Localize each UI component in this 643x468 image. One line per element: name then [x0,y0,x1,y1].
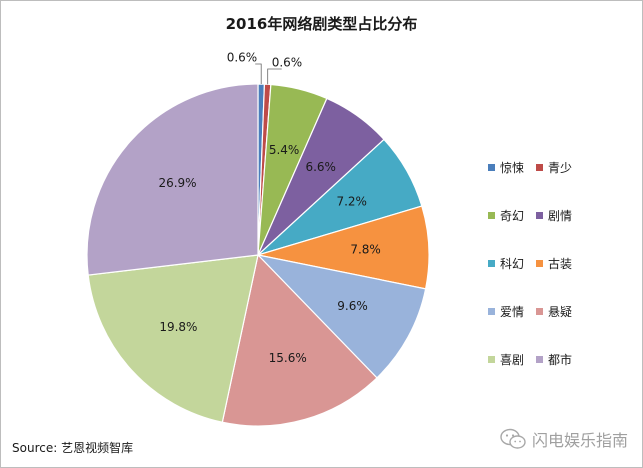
wechat-icon [500,428,526,449]
legend-item-6: 古装 [536,255,572,272]
leader-line-2 [267,68,282,85]
legend-item-2: 青少 [536,159,572,176]
data-label-9: 19.8% [159,320,197,334]
pie-slice-9 [87,254,259,423]
legend-swatch [536,212,543,219]
data-label-1: 0.6% [227,51,258,65]
legend-label: 科幻 [500,257,525,271]
pie-slice-10 [86,83,259,276]
legend-label: 剧情 [548,209,573,223]
legend-item-4: 剧情 [536,207,572,224]
chart-title: 2016年网络剧类型占比分布 [225,15,418,33]
legend-swatch [536,164,543,171]
legend-item-3: 奇幻 [488,207,524,224]
legend-label: 爱情 [500,305,525,319]
legend-label: 悬疑 [548,305,573,319]
data-label-5: 7.2% [336,194,367,208]
legend-swatch [536,308,543,315]
legend-label: 青少 [548,161,573,175]
data-label-4: 6.6% [305,160,336,174]
legend-item-8: 悬疑 [536,303,572,320]
legend-label: 喜剧 [500,353,525,367]
legend-item-9: 喜剧 [488,351,524,368]
legend-swatch [536,356,543,363]
legend-swatch [488,164,495,171]
legend-swatch [488,212,495,219]
pie-slice-7 [256,254,427,379]
legend-item-5: 科幻 [488,255,524,272]
legend-label: 奇幻 [500,209,525,223]
data-label-3: 5.4% [269,143,300,157]
legend-item-1: 惊悚 [488,159,524,176]
legend-item-7: 爱情 [488,303,524,320]
data-label-7: 9.6% [337,299,368,313]
legend-label: 惊悚 [500,161,525,175]
data-label-2: 0.6% [272,56,303,70]
data-label-10: 26.9% [158,176,196,190]
legend-swatch [488,260,495,267]
watermark-text: 闪电娱乐指南 [531,431,628,450]
legend-swatch [536,260,543,267]
legend-label: 古装 [548,257,573,271]
data-label-6: 7.8% [350,243,381,257]
legend-swatch [488,356,495,363]
legend-swatch [488,308,495,315]
leader-line-1 [255,63,262,84]
pie-slice-8 [221,253,378,427]
source-note: Source: 艺恩视频智库 [12,441,134,455]
watermark: 闪电娱乐指南 [500,427,628,451]
data-label-8: 15.6% [269,351,307,365]
legend-label: 都市 [548,353,573,367]
legend-item-10: 都市 [536,351,572,368]
